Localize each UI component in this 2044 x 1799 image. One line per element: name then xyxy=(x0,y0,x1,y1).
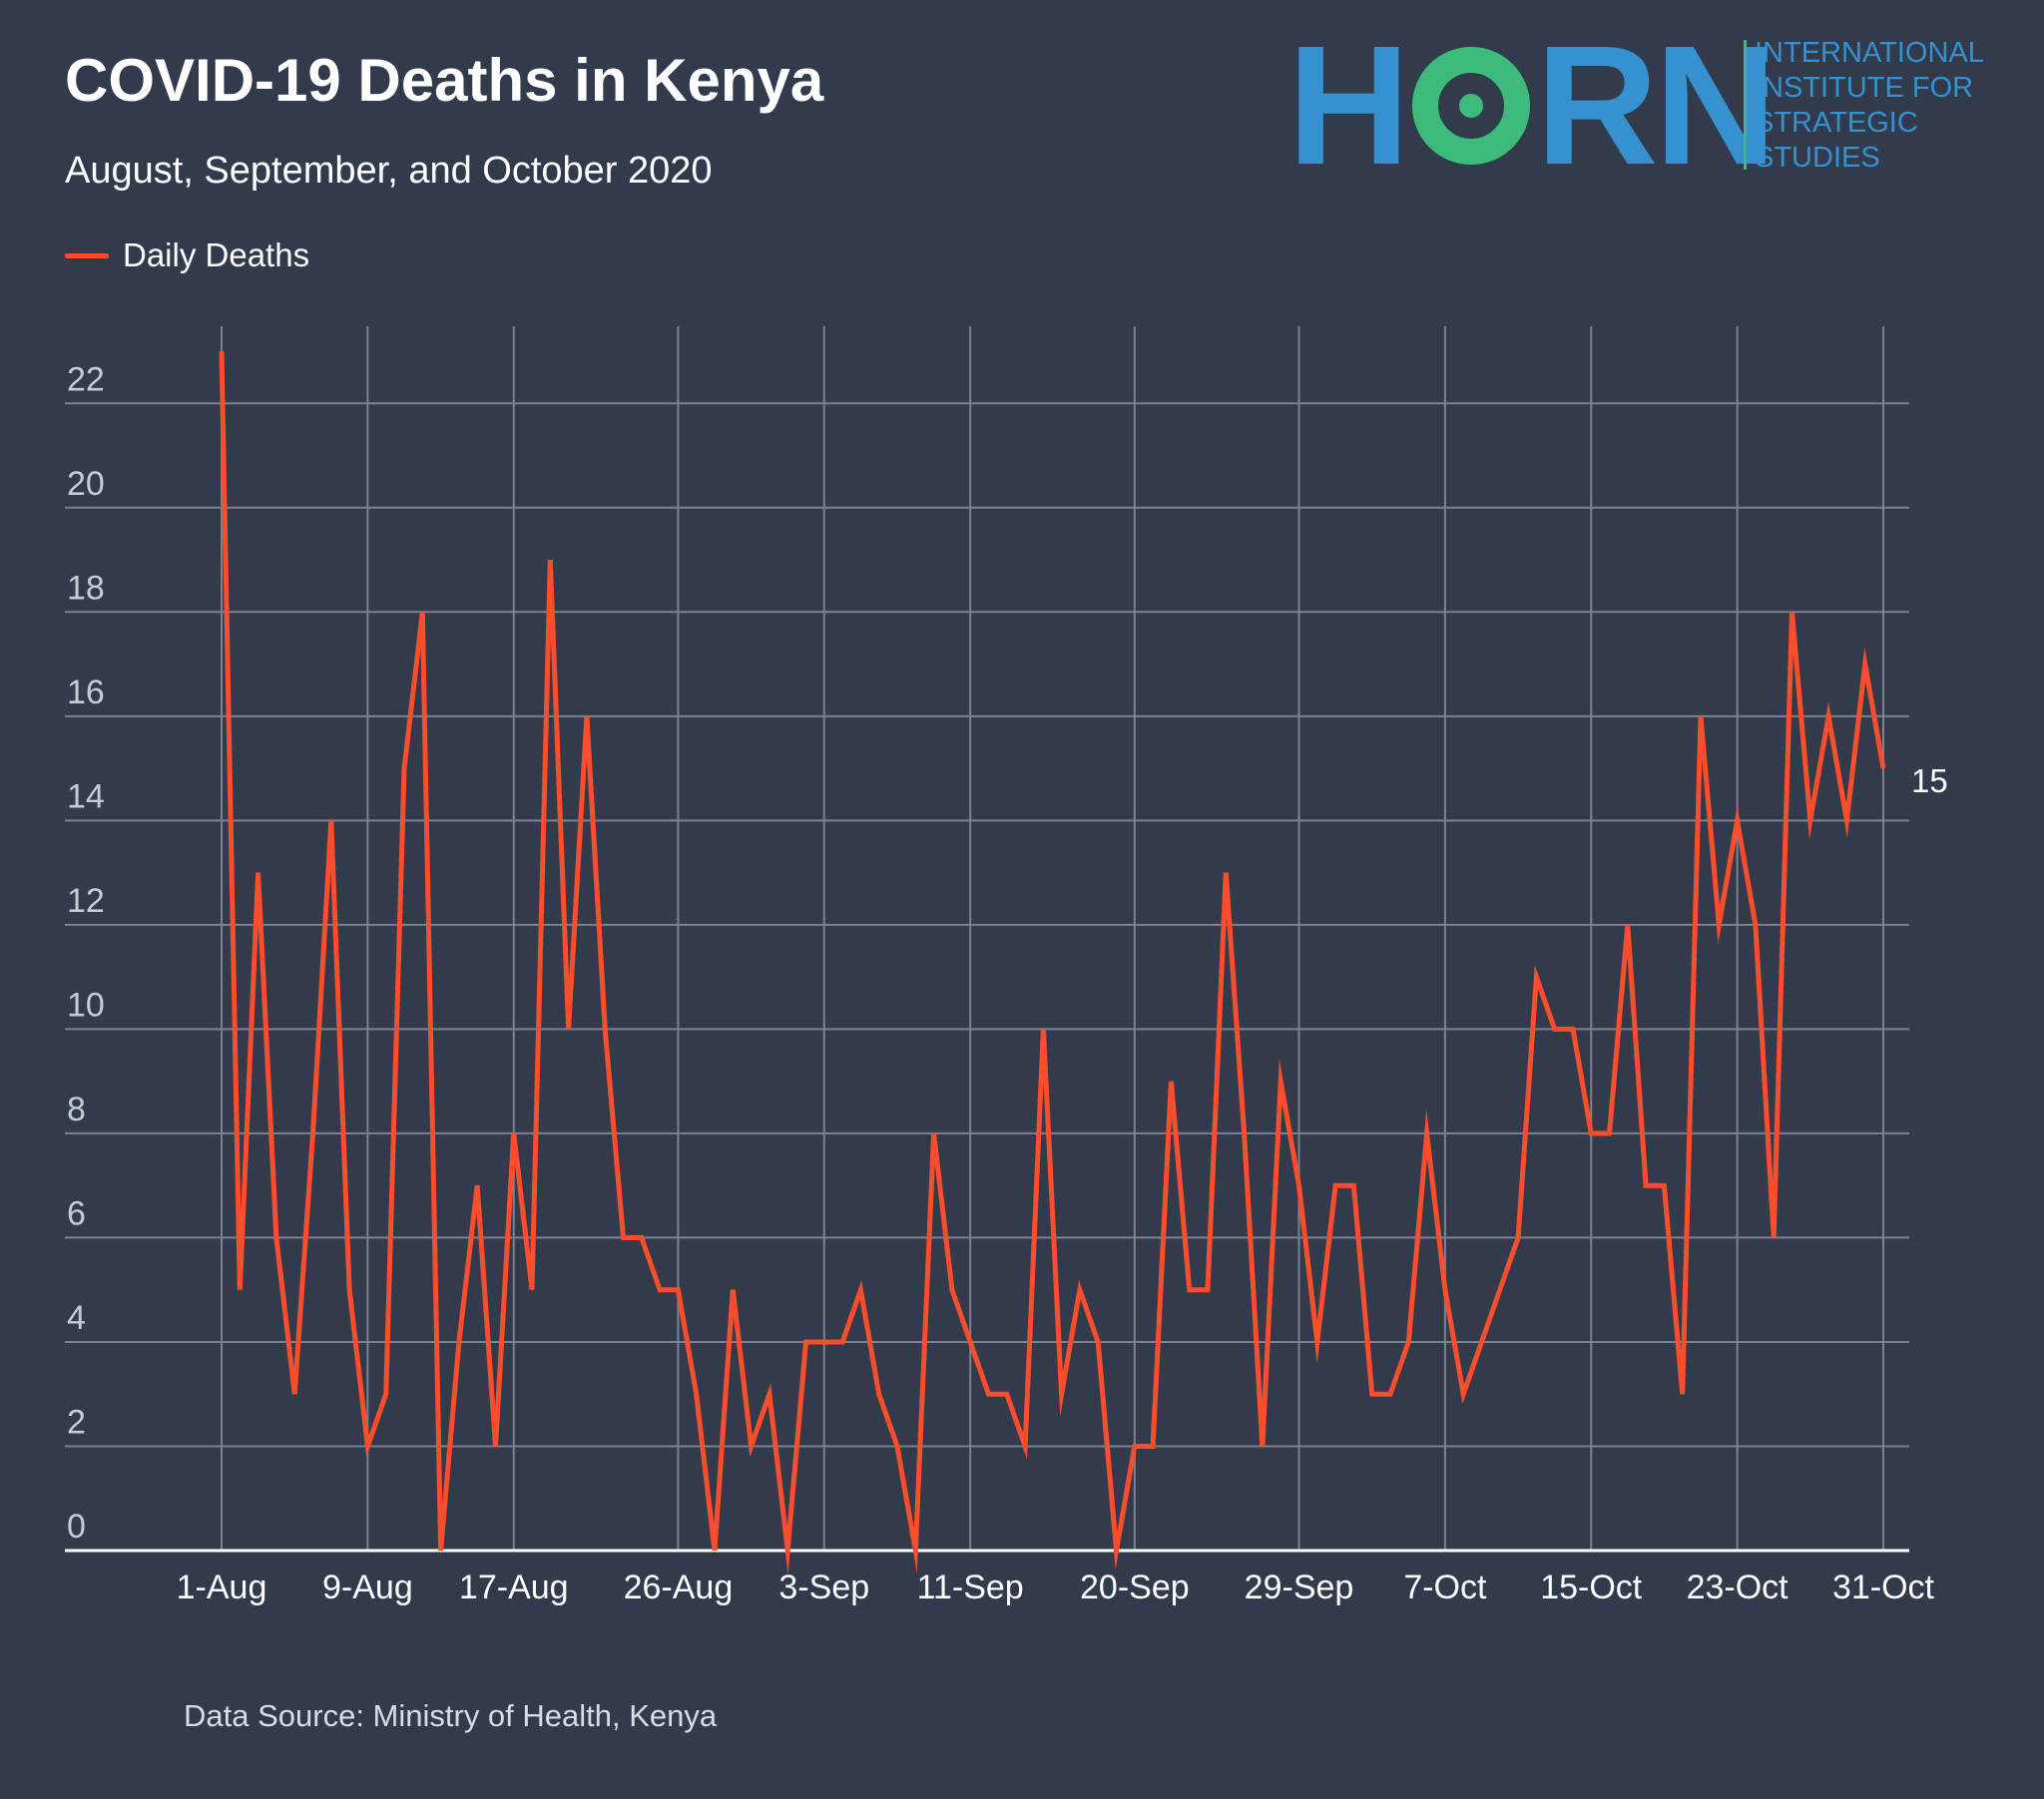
y-tick-label: 16 xyxy=(67,674,105,711)
x-tick-label: 26-Aug xyxy=(624,1569,734,1606)
y-tick-label: 18 xyxy=(67,569,105,607)
logo-tagline-line: INSTITUTE FOR xyxy=(1755,72,1974,104)
y-tick-label: 12 xyxy=(67,882,105,920)
y-tick-label: 14 xyxy=(67,777,105,815)
y-tick-label: 22 xyxy=(67,360,105,398)
legend-label: Daily Deaths xyxy=(123,236,310,273)
chart-subtitle: August, September, and October 2020 xyxy=(65,150,713,192)
x-tick-label: 15-Oct xyxy=(1540,1569,1643,1606)
chart-title: COVID-19 Deaths in Kenya xyxy=(65,47,824,114)
daily-deaths-line xyxy=(219,350,1886,1575)
y-tick-label: 10 xyxy=(67,986,105,1024)
x-tick-label: 23-Oct xyxy=(1687,1569,1789,1606)
x-tick-label: 20-Sep xyxy=(1080,1569,1190,1606)
x-tick-label: 31-Oct xyxy=(1832,1569,1935,1606)
x-tick-label: 3-Sep xyxy=(778,1569,869,1606)
logo-letter-r: R xyxy=(1535,11,1659,201)
x-tick-label: 17-Aug xyxy=(459,1569,569,1606)
logo-tagline-line: STUDIES xyxy=(1755,142,1880,174)
end-value-label: 15 xyxy=(1911,762,1948,799)
logo-wordmark: H R N xyxy=(1287,21,1777,191)
logo-tagline-line: STRATEGIC xyxy=(1755,107,1918,139)
logo-divider xyxy=(1744,40,1747,170)
x-tick-label: 1-Aug xyxy=(177,1569,267,1606)
y-tick-label: 4 xyxy=(67,1299,86,1337)
logo-letter-n: N xyxy=(1654,11,1778,201)
x-tick-label: 9-Aug xyxy=(322,1569,413,1606)
logo-tagline: INTERNATIONAL INSTITUTE FOR STRATEGIC ST… xyxy=(1755,36,1984,176)
x-tick-label: 7-Oct xyxy=(1403,1569,1487,1606)
legend: Daily Deaths xyxy=(65,236,309,274)
legend-swatch xyxy=(65,252,109,258)
logo-letter-h: H xyxy=(1287,11,1410,201)
x-tick-label: 11-Sep xyxy=(917,1569,1024,1606)
data-source-note: Data Source: Ministry of Health, Kenya xyxy=(184,1698,718,1733)
y-tick-label: 2 xyxy=(67,1403,86,1441)
y-tick-label: 0 xyxy=(67,1508,86,1546)
logo-tagline-line: INTERNATIONAL xyxy=(1755,37,1984,69)
horn-logo: H R N INTERNATIONAL INSTITUTE FOR STRATE… xyxy=(1287,21,2006,191)
x-tick-label: 29-Sep xyxy=(1245,1569,1354,1606)
y-tick-label: 8 xyxy=(67,1091,86,1128)
y-tick-label: 20 xyxy=(67,465,105,503)
y-tick-label: 6 xyxy=(67,1194,86,1232)
